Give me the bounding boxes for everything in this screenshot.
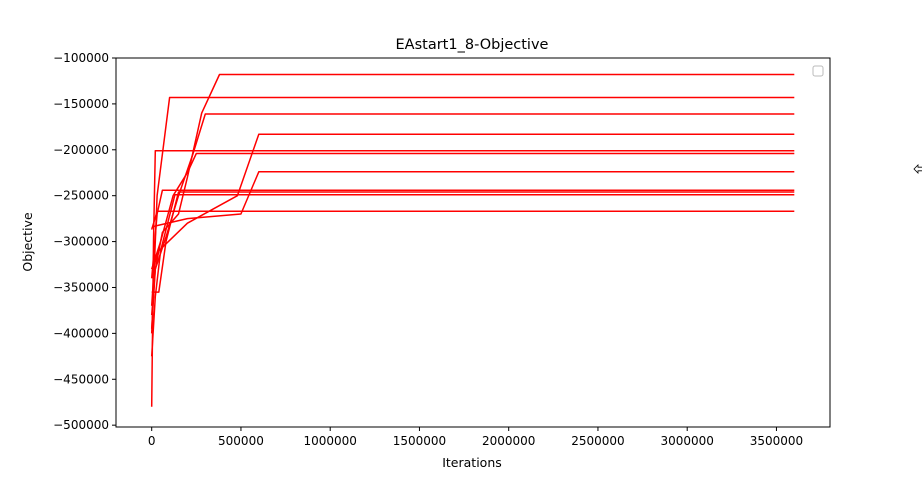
y-tick-label: −100000 <box>53 51 109 65</box>
y-tick-label: −400000 <box>53 326 109 340</box>
x-axis: 0 500000 1000000 1500000 2000000 2500000 30000… <box>148 427 803 448</box>
y-tick-label: −200000 <box>53 143 109 157</box>
x-tick-label: 3500000 <box>750 434 803 448</box>
series-line-3 <box>150 113 795 316</box>
series-line-5 <box>150 149 795 407</box>
plot-frame <box>115 57 831 428</box>
series-line-4 <box>150 133 795 306</box>
y-axis-title: Objective <box>20 212 35 272</box>
chart-title: EAstart1_8-Objective <box>396 37 549 53</box>
series-line-10 <box>150 194 795 357</box>
y-tick-label: −450000 <box>53 372 109 386</box>
x-tick-label: 3000000 <box>660 434 713 448</box>
series-line-6 <box>150 152 795 270</box>
x-tick-label: 0 <box>148 434 156 448</box>
series-line-11 <box>150 210 795 230</box>
series-layer <box>150 73 795 407</box>
y-tick-label: −300000 <box>53 235 109 249</box>
y-tick-label: −150000 <box>53 97 109 111</box>
y-tick-label: −500000 <box>53 418 109 432</box>
series-line-1 <box>150 73 795 329</box>
series-line-9 <box>151 191 795 293</box>
series-line-2 <box>150 96 795 334</box>
legend-box <box>812 65 824 77</box>
x-tick-label: 2500000 <box>571 434 624 448</box>
y-axis: −100000 −150000 −200000 −250000 −300000 −3500… <box>53 51 116 432</box>
series-line-8 <box>150 189 795 279</box>
pan-arrow-icon[interactable] <box>913 164 922 174</box>
x-axis-title: Iterations <box>442 455 502 470</box>
series-line-7 <box>151 171 795 229</box>
y-tick-label: −250000 <box>53 189 109 203</box>
x-tick-label: 500000 <box>218 434 264 448</box>
y-tick-label: −350000 <box>53 280 109 294</box>
x-tick-label: 1000000 <box>303 434 356 448</box>
x-tick-label: 1500000 <box>393 434 446 448</box>
x-tick-label: 2000000 <box>482 434 535 448</box>
